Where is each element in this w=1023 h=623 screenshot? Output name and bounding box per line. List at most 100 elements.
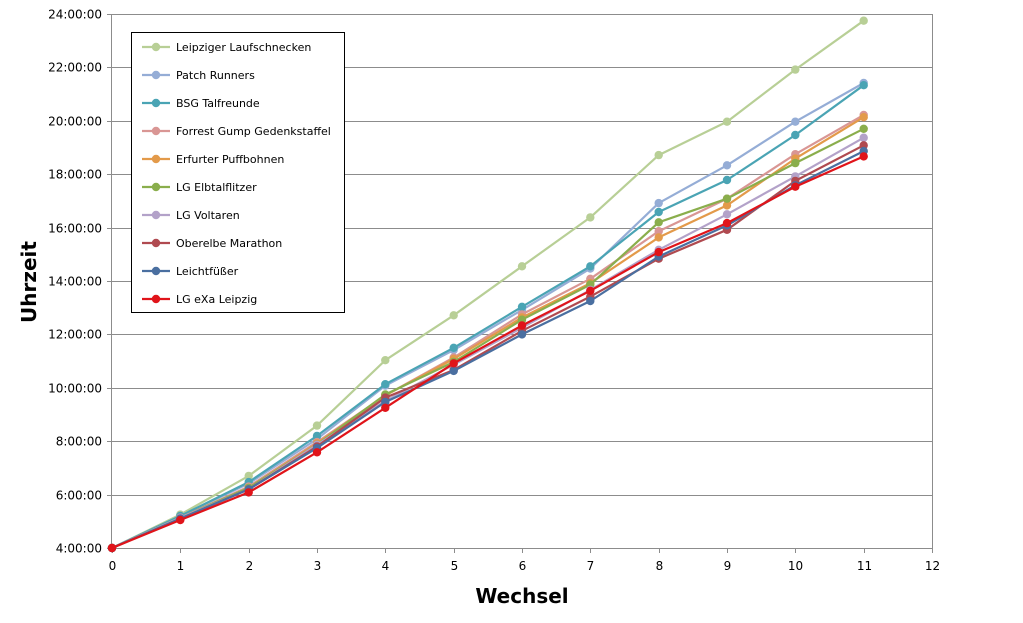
legend-label: Patch Runners [176, 69, 255, 82]
legend-marker [151, 126, 161, 136]
data-point [654, 198, 663, 208]
data-point [791, 65, 800, 74]
data-point [449, 359, 458, 368]
legend-marker [151, 98, 161, 108]
data-point [859, 152, 868, 161]
data-point [517, 321, 527, 330]
series-line [111, 150, 865, 550]
x-tick-label: 3 [314, 559, 322, 573]
legend-entry: Forrest Gump Gedenkstaffel [142, 125, 331, 138]
data-point [312, 421, 322, 430]
data-point [791, 158, 800, 168]
data-point [312, 448, 322, 457]
y-tick-label: 10:00:00 [48, 382, 102, 396]
y-tick-label: 12:00:00 [48, 328, 102, 342]
x-tick-label: 4 [382, 559, 390, 573]
data-point [586, 296, 595, 306]
data-point [654, 247, 663, 257]
legend-marker [151, 266, 161, 276]
legend-marker [151, 70, 161, 80]
data-point [859, 133, 868, 142]
legend-entry: LG Voltaren [142, 209, 240, 222]
x-tick-label: 11 [857, 559, 872, 573]
y-tick-label: 8:00:00 [56, 435, 102, 449]
data-point [859, 113, 868, 122]
legend-marker [151, 154, 161, 164]
data-point [722, 117, 732, 126]
series-line [111, 84, 865, 549]
data-point [244, 471, 253, 481]
data-point [859, 141, 868, 150]
series-line [111, 155, 865, 550]
legend-entry: BSG Talfreunde [142, 97, 260, 110]
x-tick-label: 7 [587, 559, 595, 573]
legend-entry: Leipziger Laufschnecken [142, 41, 311, 54]
data-point [381, 397, 390, 407]
data-point [517, 330, 527, 339]
data-point [381, 403, 390, 412]
legend-label: LG Elbtalflitzer [176, 181, 257, 194]
data-point [722, 218, 732, 228]
data-point [517, 315, 527, 324]
data-point [312, 431, 322, 441]
series-line [111, 19, 865, 549]
data-point [586, 286, 595, 295]
series-9 [107, 152, 868, 553]
data-point [722, 194, 732, 203]
legend-marker [151, 210, 161, 220]
x-tick-label: 5 [451, 559, 459, 573]
data-point [722, 161, 732, 170]
y-tick-label: 24:00:00 [48, 8, 102, 22]
y-tick-label: 20:00:00 [48, 115, 102, 129]
x-tick-label: 1 [177, 559, 185, 573]
legend-box [131, 32, 345, 313]
legend-label: Erfurter Puffbohnen [176, 153, 284, 166]
y-tick-label: 18:00:00 [48, 168, 102, 182]
data-point [449, 343, 458, 352]
data-point [654, 150, 663, 160]
y-axis-title: Uhrzeit [17, 241, 41, 323]
legend-marker [151, 294, 161, 304]
data-point [654, 233, 663, 242]
data-point [449, 311, 458, 320]
data-point [586, 262, 595, 271]
y-tick-label: 14:00:00 [48, 275, 102, 289]
legend-marker [151, 42, 161, 52]
data-point [381, 380, 390, 389]
data-point [859, 124, 868, 133]
legend-label: BSG Talfreunde [176, 97, 260, 110]
series-group [107, 16, 868, 553]
y-axis-ticks: 4:00:00 6:00:00 8:00:00 10:00:00 12:00:00 14:… [48, 8, 112, 556]
y-tick-label: 16:00:00 [48, 222, 102, 236]
legend-entry: LG Elbtalflitzer [142, 181, 257, 194]
data-point [654, 207, 663, 217]
x-tick-label: 9 [724, 559, 732, 573]
data-point [107, 543, 117, 553]
legend-label: LG eXa Leipzig [176, 293, 257, 306]
x-tick-label: 6 [519, 559, 527, 573]
data-point [791, 182, 800, 191]
data-point [449, 366, 458, 376]
data-point [859, 81, 868, 90]
x-tick-label: 0 [109, 559, 117, 573]
data-point [244, 488, 253, 497]
legend-label: Leichtfüßer [176, 265, 239, 278]
legend-entry: Erfurter Puffbohnen [142, 153, 284, 166]
data-point [586, 213, 595, 222]
data-point [381, 356, 390, 365]
data-point [859, 16, 868, 25]
legend: Leipziger Laufschnecken Patch Runners BSG … [131, 32, 345, 313]
data-point [654, 227, 663, 236]
legend-marker [151, 238, 161, 248]
legend-label: LG Voltaren [176, 209, 240, 222]
y-tick-label: 22:00:00 [48, 61, 102, 75]
legend-entry: LG eXa Leipzig [142, 293, 257, 306]
x-tick-label: 10 [788, 559, 803, 573]
legend-entry: Patch Runners [142, 69, 255, 82]
data-point [791, 130, 800, 140]
legend-label: Oberelbe Marathon [176, 237, 282, 250]
x-tick-label: 2 [246, 559, 254, 573]
y-tick-label: 6:00:00 [56, 489, 102, 503]
data-point [722, 175, 732, 185]
